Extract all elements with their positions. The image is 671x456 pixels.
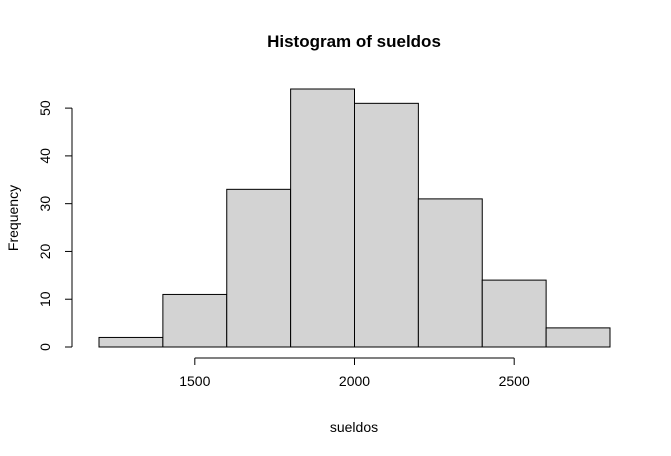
y-tick-label: 10 — [37, 291, 53, 307]
y-tick-label: 50 — [37, 100, 53, 116]
x-tick-label: 1500 — [179, 373, 210, 389]
x-axis: 1500 2000 2500 — [179, 357, 530, 389]
chart-title: Histogram of sueldos — [267, 32, 441, 51]
bars — [98, 88, 611, 348]
x-tick-label: 2500 — [499, 373, 530, 389]
y-tick-label: 20 — [37, 243, 53, 259]
histogram-bar-4 — [290, 88, 355, 348]
y-axis-label: Frequency — [5, 185, 21, 251]
y-tick-label: 40 — [37, 148, 53, 164]
x-axis-label: sueldos — [330, 419, 378, 435]
y-tick-label: 0 — [37, 343, 53, 351]
histogram-bar-8 — [545, 327, 611, 348]
histogram-bar-1 — [98, 336, 164, 348]
histogram-bar-5 — [354, 102, 419, 348]
histogram-bar-6 — [417, 198, 483, 348]
y-axis: 0 10 20 30 40 50 — [37, 100, 73, 351]
y-tick-label: 30 — [37, 196, 53, 212]
histogram-bar-3 — [226, 188, 292, 348]
x-tick-label: 2000 — [339, 373, 370, 389]
histogram-bar-7 — [481, 279, 547, 348]
histogram-bar-2 — [162, 293, 228, 348]
